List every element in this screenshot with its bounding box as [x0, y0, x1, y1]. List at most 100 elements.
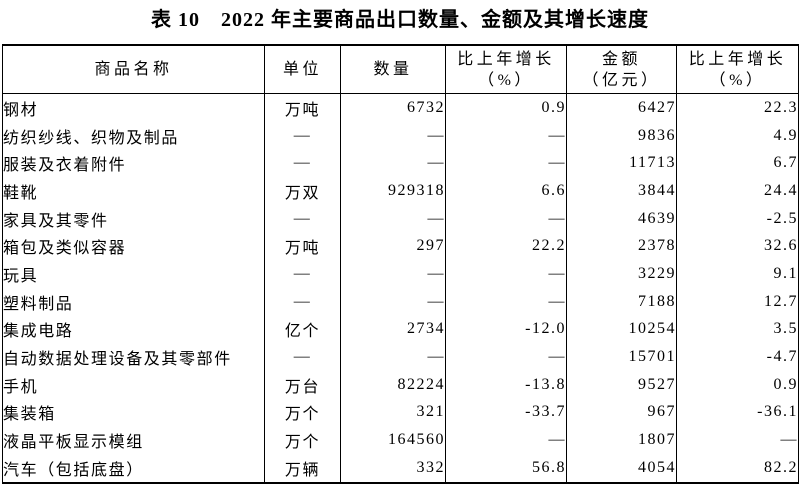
cell-unit: 万台 — [264, 370, 341, 399]
cell-commodity-name: 服装及衣着附件 — [2, 149, 265, 178]
table-body: 钢材 万吨 6732 0.9 6427 22.3 纺织纱线、织物及制品 — — —9836 4.9 服… — [2, 93, 799, 483]
cell-unit: 万个 — [264, 426, 341, 454]
cell-commodity-name: 手机 — [2, 370, 265, 399]
cell-quantity: 164560 — [340, 426, 446, 454]
table-row: 自动数据处理设备及其零部件 — — —15701 -4.7 — [2, 343, 799, 371]
cell-amount: 4639 — [566, 204, 677, 233]
cell-amount: 9527 — [566, 370, 677, 399]
col-header-amount: 金额 （亿元） — [566, 45, 677, 94]
cell-amount-growth: 82.2 — [676, 453, 799, 483]
cell-commodity-name: 玩具 — [2, 260, 265, 288]
cell-quantity-growth: 0.9 — [445, 93, 567, 122]
cell-unit: — — [264, 260, 341, 288]
table-row: 箱包及类似容器 万吨 297 22.2 2378 32.6 — [2, 232, 799, 261]
cell-quantity-growth: — — [445, 287, 567, 316]
cell-quantity: 332 — [340, 453, 446, 483]
cell-quantity: — — [340, 149, 446, 178]
col-header-amount-growth: 比上年增长 （%） — [676, 45, 799, 94]
cell-amount-growth: -2.5 — [676, 204, 799, 233]
cell-commodity-name: 塑料制品 — [2, 287, 265, 316]
cell-quantity: — — [340, 121, 446, 150]
cell-amount-growth: 9.1 — [676, 260, 799, 288]
cell-quantity-growth: 6.6 — [445, 177, 567, 205]
table-row: 钢材 万吨 6732 0.9 6427 22.3 — [2, 93, 799, 122]
cell-unit: 万吨 — [264, 93, 341, 122]
header-label: 单位 — [282, 61, 322, 78]
cell-amount: 4054 — [566, 453, 677, 483]
cell-quantity: — — [340, 204, 446, 233]
cell-quantity: 321 — [340, 398, 446, 427]
cell-amount-growth: 6.7 — [676, 149, 799, 178]
table-row: 玩具 — — —3229 9.1 — [2, 260, 799, 288]
cell-quantity: 2734 — [340, 315, 446, 344]
col-header-commodity-name: 商品名称 — [2, 45, 265, 94]
cell-unit: — — [264, 287, 341, 316]
cell-quantity-growth: — — [445, 260, 567, 288]
cell-amount: 11713 — [566, 149, 677, 178]
cell-quantity-growth: 56.8 — [445, 453, 567, 483]
cell-quantity: 82224 — [340, 370, 446, 399]
cell-commodity-name: 汽车（包括底盘） — [2, 453, 265, 483]
table-header: 商品名称 单位 数量 比上年增长 （%） 金额 （亿元） 比上年增长 — [2, 45, 799, 94]
table-row: 鞋靴 万双 929318 6.6 3844 24.4 — [2, 177, 799, 205]
cell-unit: 万双 — [264, 177, 341, 205]
col-header-quantity: 数量 — [340, 45, 446, 94]
header-label: 金额 — [601, 50, 641, 68]
cell-quantity-growth: — — [445, 343, 567, 371]
cell-quantity-growth: -13.8 — [445, 370, 567, 399]
cell-unit: 亿个 — [264, 315, 341, 344]
cell-quantity-growth: -33.7 — [445, 398, 567, 427]
cell-commodity-name: 钢材 — [2, 93, 265, 122]
table-row: 纺织纱线、织物及制品 — — —9836 4.9 — [2, 121, 799, 150]
cell-commodity-name: 集成电路 — [2, 315, 265, 344]
cell-unit: 万个 — [264, 398, 341, 427]
cell-amount: 6427 — [566, 93, 677, 122]
header-sublabel: （%） — [709, 71, 766, 89]
header-row: 商品名称 单位 数量 比上年增长 （%） 金额 （亿元） 比上年增长 — [2, 45, 799, 94]
cell-commodity-name: 液晶平板显示模组 — [2, 426, 265, 454]
table-row: 服装及衣着附件 — — —11713 6.7 — [2, 149, 799, 178]
cell-unit: — — [264, 204, 341, 233]
cell-amount: 3229 — [566, 260, 677, 288]
cell-quantity: — — [340, 260, 446, 288]
cell-quantity-growth: — — [445, 426, 567, 454]
table-row: 液晶平板显示模组 万个 164560—1807— — [2, 426, 799, 454]
cell-amount: 967 — [566, 398, 677, 427]
cell-unit: — — [264, 149, 341, 178]
cell-amount-growth: 4.9 — [676, 121, 799, 150]
cell-amount-growth: 32.6 — [676, 232, 799, 261]
cell-quantity-growth: 22.2 — [445, 232, 567, 261]
cell-amount-growth: 22.3 — [676, 93, 799, 122]
cell-quantity-growth: -12.0 — [445, 315, 567, 344]
cell-commodity-name: 箱包及类似容器 — [2, 232, 265, 261]
table-row: 集装箱 万个 321 -33.7 967 -36.1 — [2, 398, 799, 427]
cell-quantity-growth: — — [445, 121, 567, 150]
header-label: 商品名称 — [94, 61, 173, 78]
export-stats-table: 商品名称 单位 数量 比上年增长 （%） 金额 （亿元） 比上年增长 — [2, 44, 799, 484]
cell-amount-growth: 12.7 — [676, 287, 799, 316]
header-sublabel: （%） — [478, 71, 534, 89]
cell-amount: 7188 — [566, 287, 677, 316]
cell-amount-growth: -4.7 — [676, 343, 799, 371]
table-title: 表 10 2022 年主要商品出口数量、金额及其增长速度 — [151, 9, 649, 31]
cell-quantity: 6732 — [340, 93, 446, 122]
cell-amount-growth: 24.4 — [676, 177, 799, 205]
cell-amount: 9836 — [566, 121, 677, 150]
cell-commodity-name: 集装箱 — [2, 398, 265, 427]
table-row: 家具及其零件 — — —4639 -2.5 — [2, 204, 799, 233]
cell-commodity-name: 自动数据处理设备及其零部件 — [2, 343, 265, 371]
cell-commodity-name: 纺织纱线、织物及制品 — [2, 121, 265, 150]
col-header-quantity-growth: 比上年增长 （%） — [445, 45, 567, 94]
cell-amount: 10254 — [566, 315, 677, 344]
cell-amount-growth: — — [676, 426, 799, 454]
cell-amount-growth: -36.1 — [676, 398, 799, 427]
cell-amount: 3844 — [566, 177, 677, 205]
cell-quantity-growth: — — [445, 204, 567, 233]
header-label: 比上年增长 — [688, 50, 787, 68]
table-row: 手机 万台 82224 -13.8 9527 0.9 — [2, 370, 799, 399]
cell-amount: 15701 — [566, 343, 677, 371]
cell-quantity: 297 — [340, 232, 446, 261]
cell-quantity: — — [340, 343, 446, 371]
table-row: 塑料制品 — — —7188 12.7 — [2, 287, 799, 316]
